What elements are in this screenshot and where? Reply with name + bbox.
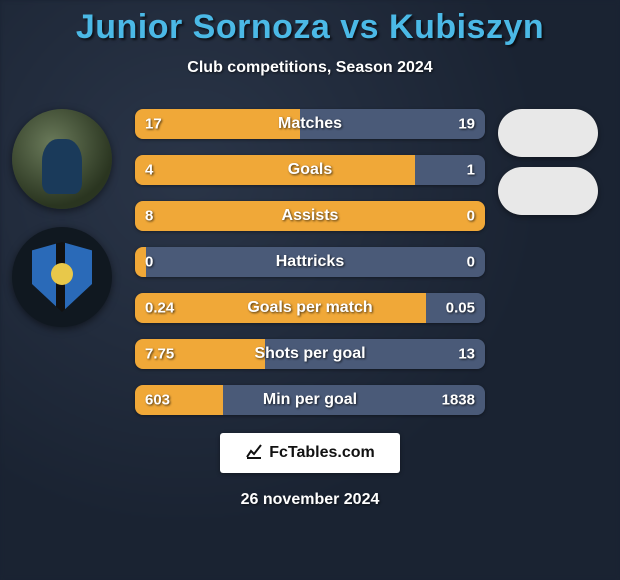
opponent-badge-placeholder (498, 167, 598, 215)
stat-bars-container: 17Matches194Goals18Assists00Hattricks00.… (135, 109, 485, 415)
stat-row: 7.75Shots per goal13 (135, 339, 485, 369)
stat-value-right: 1838 (442, 392, 475, 409)
chart-icon (245, 442, 263, 465)
opponent-photo-placeholder (498, 109, 598, 157)
stat-label: Matches (135, 115, 485, 133)
stat-value-right: 0.05 (446, 300, 475, 317)
stat-row: 0Hattricks0 (135, 247, 485, 277)
stat-label: Hattricks (135, 253, 485, 271)
stat-value-right: 0 (467, 254, 475, 271)
stat-value-right: 0 (467, 208, 475, 225)
stat-row: 0.24Goals per match0.05 (135, 293, 485, 323)
date-label: 26 november 2024 (0, 491, 620, 509)
stat-value-right: 19 (458, 116, 475, 133)
player-photo (12, 109, 112, 209)
content-wrapper: Junior Sornoza vs Kubiszyn Club competit… (0, 0, 620, 580)
stats-area: 17Matches194Goals18Assists00Hattricks00.… (0, 109, 620, 415)
stat-row: 4Goals1 (135, 155, 485, 185)
footer-brand-badge: FcTables.com (220, 433, 400, 473)
stat-value-right: 1 (467, 162, 475, 179)
stat-label: Goals per match (135, 299, 485, 317)
left-avatars (12, 109, 122, 327)
stat-label: Assists (135, 207, 485, 225)
stat-row: 603Min per goal1838 (135, 385, 485, 415)
footer-brand-text: FcTables.com (269, 444, 375, 462)
shield-icon (32, 242, 92, 312)
stat-row: 8Assists0 (135, 201, 485, 231)
page-title: Junior Sornoza vs Kubiszyn (0, 8, 620, 47)
stat-label: Shots per goal (135, 345, 485, 363)
stat-row: 17Matches19 (135, 109, 485, 139)
right-avatars (498, 109, 608, 215)
stat-label: Goals (135, 161, 485, 179)
stat-value-right: 13 (458, 346, 475, 363)
stat-label: Min per goal (135, 391, 485, 409)
club-badge (12, 227, 112, 327)
subtitle: Club competitions, Season 2024 (0, 59, 620, 77)
